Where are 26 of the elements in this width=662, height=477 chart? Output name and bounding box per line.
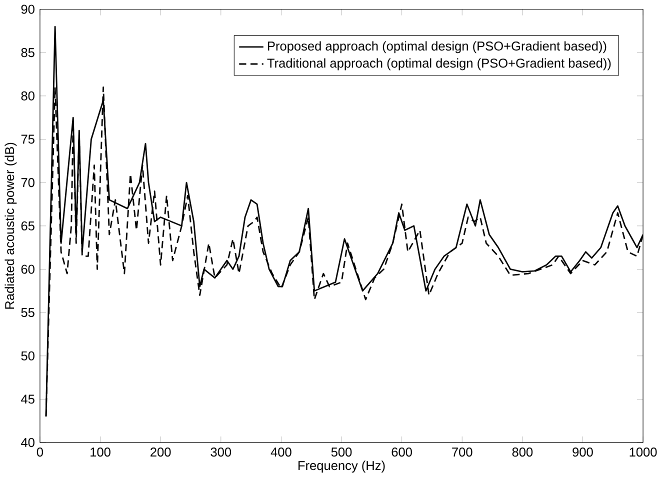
y-tick-label: 85	[21, 48, 34, 57]
y-tick-label: 60	[21, 264, 34, 274]
legend-label: Proposed approach (optimal design (PSO+Gradient based))	[268, 41, 606, 53]
x-tick-label: 900	[572, 447, 593, 456]
x-tick-label: 700	[452, 447, 472, 456]
x-tick-label: 1000	[630, 447, 657, 456]
y-tick-label: 45	[21, 394, 34, 404]
x-tick-label: 600	[392, 447, 412, 456]
x-tick-label: 100	[90, 447, 110, 456]
x-tick-label: 800	[512, 447, 533, 456]
x-tick-label: 300	[210, 447, 232, 456]
y-tick-label: 65	[21, 221, 34, 230]
x-tick-label: 500	[331, 447, 352, 456]
y-tick-label: 90	[21, 4, 34, 14]
y-axis-title: Radiated acoustic power (dB)	[4, 142, 17, 309]
y-tick-label: 70	[21, 178, 34, 187]
y-tick-label: 75	[21, 134, 34, 144]
legend-label: Traditional approach (optimal design (PSO+Gradient based))	[267, 58, 611, 70]
y-tick-label: 55	[21, 308, 34, 317]
y-tick-label: 80	[21, 91, 34, 100]
y-tick-label: 40	[21, 438, 34, 447]
x-axis-title: Frequency (Hz)	[298, 460, 385, 472]
x-tick-label: 200	[150, 447, 171, 456]
y-tick-label: 50	[21, 351, 34, 360]
x-tick-label: 0	[36, 447, 44, 456]
x-tick-label: 400	[270, 447, 292, 456]
